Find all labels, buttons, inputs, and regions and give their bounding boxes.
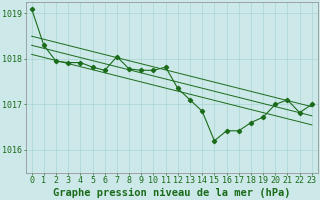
X-axis label: Graphe pression niveau de la mer (hPa): Graphe pression niveau de la mer (hPa) bbox=[53, 188, 291, 198]
